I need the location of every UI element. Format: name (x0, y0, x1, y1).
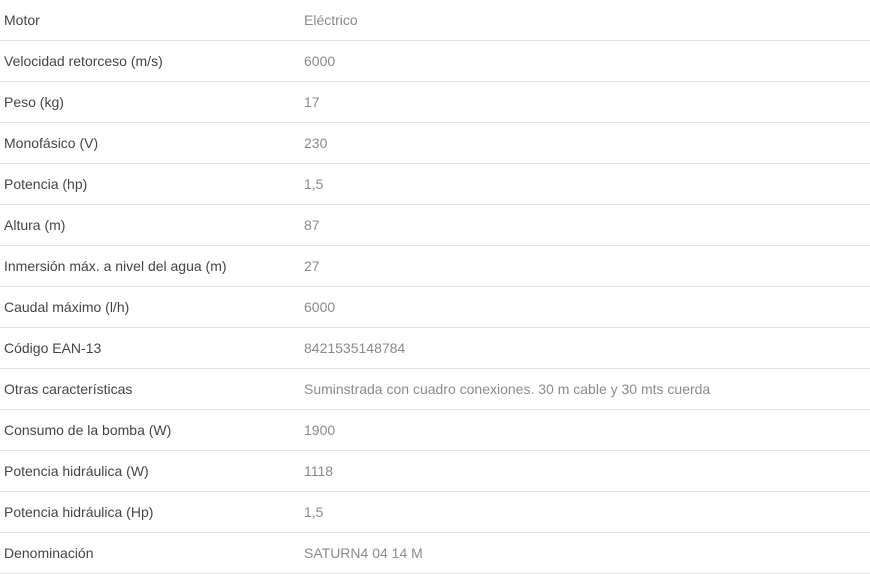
spec-value: 8421535148784 (300, 328, 870, 369)
table-row: Inmersión máx. a nivel del agua (m) 27 (0, 246, 870, 287)
table-row: Potencia hidráulica (Hp) 1,5 (0, 492, 870, 533)
table-row: Consumo de la bomba (W) 1900 (0, 410, 870, 451)
spec-label: Consumo de la bomba (W) (0, 410, 300, 451)
specifications-table: Motor Eléctrico Velocidad retorceso (m/s… (0, 0, 870, 574)
spec-value: Eléctrico (300, 0, 870, 41)
spec-value: 17 (300, 82, 870, 123)
spec-label: Peso (kg) (0, 82, 300, 123)
spec-label: Código EAN-13 (0, 328, 300, 369)
spec-label: Potencia hidráulica (W) (0, 451, 300, 492)
table-row: Altura (m) 87 (0, 205, 870, 246)
spec-label: Potencia hidráulica (Hp) (0, 492, 300, 533)
table-row: Peso (kg) 17 (0, 82, 870, 123)
spec-label: Monofásico (V) (0, 123, 300, 164)
specifications-body: Motor Eléctrico Velocidad retorceso (m/s… (0, 0, 870, 574)
spec-label: Motor (0, 0, 300, 41)
spec-label: Caudal máximo (l/h) (0, 287, 300, 328)
spec-value: 1,5 (300, 492, 870, 533)
spec-label: Denominación (0, 533, 300, 574)
table-row: Potencia (hp) 1,5 (0, 164, 870, 205)
spec-label: Otras características (0, 369, 300, 410)
spec-label: Potencia (hp) (0, 164, 300, 205)
table-row: Otras características Suminstrada con cu… (0, 369, 870, 410)
table-row: Velocidad retorceso (m/s) 6000 (0, 41, 870, 82)
spec-value: 230 (300, 123, 870, 164)
spec-value: 27 (300, 246, 870, 287)
table-row: Denominación SATURN4 04 14 M (0, 533, 870, 574)
table-row: Código EAN-13 8421535148784 (0, 328, 870, 369)
table-row: Monofásico (V) 230 (0, 123, 870, 164)
spec-value: Suminstrada con cuadro conexiones. 30 m … (300, 369, 870, 410)
table-row: Caudal máximo (l/h) 6000 (0, 287, 870, 328)
spec-label: Inmersión máx. a nivel del agua (m) (0, 246, 300, 287)
spec-value: 1900 (300, 410, 870, 451)
spec-value: 6000 (300, 41, 870, 82)
spec-value: 87 (300, 205, 870, 246)
spec-label: Altura (m) (0, 205, 300, 246)
spec-label: Velocidad retorceso (m/s) (0, 41, 300, 82)
table-row: Potencia hidráulica (W) 1118 (0, 451, 870, 492)
spec-value: 1118 (300, 451, 870, 492)
spec-value: 1,5 (300, 164, 870, 205)
spec-value: SATURN4 04 14 M (300, 533, 870, 574)
table-row: Motor Eléctrico (0, 0, 870, 41)
spec-value: 6000 (300, 287, 870, 328)
